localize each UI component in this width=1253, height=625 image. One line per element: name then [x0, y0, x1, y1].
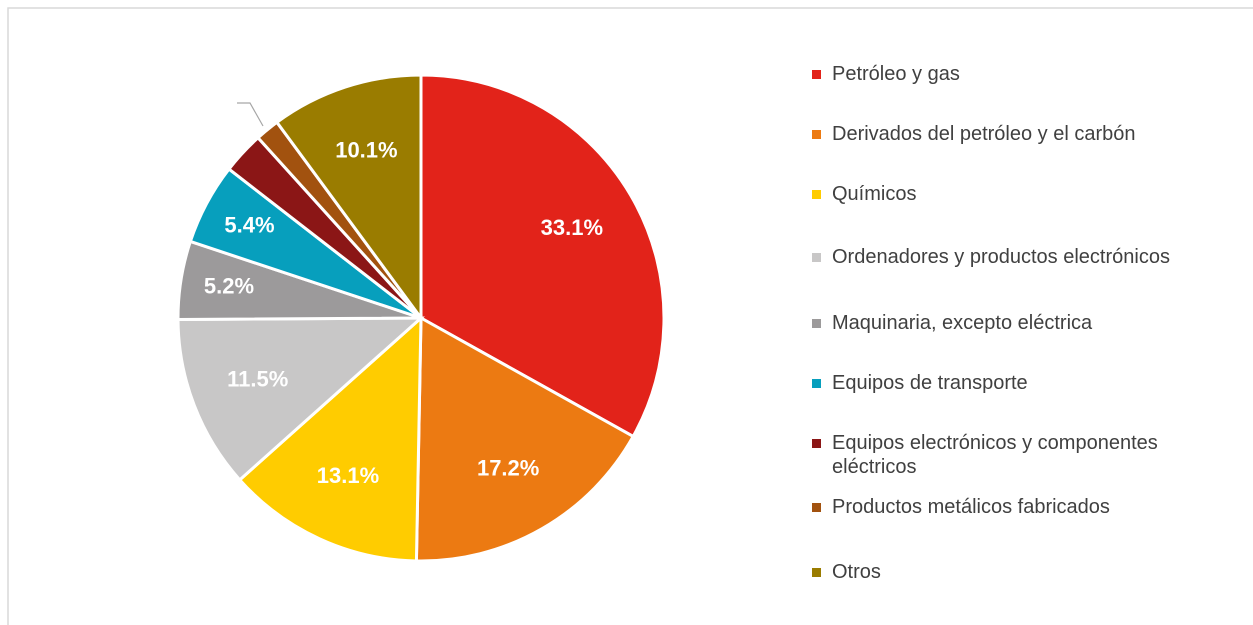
legend-item: Ordenadores y productos electrónicos [812, 245, 1242, 269]
legend-label: Ordenadores y productos electrónicos [832, 246, 1170, 268]
data-label: 5.2% [204, 273, 254, 298]
legend-label: Derivados del petróleo y el carbón [832, 123, 1136, 145]
pie-slice [274, 73, 423, 323]
legend-label: Químicos [832, 183, 917, 205]
data-label: 13.1% [317, 463, 379, 488]
legend-item: Petróleo y gas [812, 62, 1242, 86]
legend-item: Otros [812, 560, 1242, 584]
legend-item: Maquinaria, excepto eléctrica [812, 311, 1242, 335]
pie-slice [414, 315, 636, 563]
pie-slice [237, 314, 423, 563]
frame [7, 7, 1253, 625]
legend-swatch [812, 439, 821, 448]
legend-label: Equipos electrónicos y componentes eléct… [832, 432, 1158, 478]
legend-swatch [812, 70, 821, 79]
legend-swatch [812, 503, 821, 512]
legend-swatch [812, 253, 821, 262]
legend-label: Maquinaria, excepto eléctrica [832, 312, 1093, 334]
leader-line [237, 102, 264, 127]
data-label: 5.4% [224, 212, 274, 237]
legend-swatch [812, 190, 821, 199]
data-label: 10.1% [335, 138, 397, 163]
legend-swatch [812, 379, 821, 388]
data-label: 33.1% [541, 215, 603, 240]
pie-slice [419, 73, 666, 439]
legend-label: Equipos de transporte [832, 372, 1028, 394]
legend-item: Equipos electrónicos y componentes eléct… [812, 431, 1242, 479]
legend-item: Químicos [812, 182, 1242, 206]
pie-slice [176, 316, 425, 482]
legend-swatch [812, 130, 821, 139]
legend-swatch [812, 568, 821, 577]
legend-label: Productos metálicos fabricados [832, 496, 1110, 518]
legend-label: Petróleo y gas [832, 63, 960, 85]
legend-item: Productos metálicos fabricados [812, 495, 1242, 519]
pie: 33.1% 17.2% 13.1% 11.5% 5.2% 5.4% 10.1% [176, 73, 666, 563]
legend-item: Equipos de transporte [812, 371, 1242, 395]
data-label: 11.5% [227, 367, 288, 392]
legend-item: Derivados del petróleo y el carbón [812, 122, 1242, 146]
data-label: 17.2% [477, 456, 539, 481]
legend-swatch [812, 319, 821, 328]
legend-label: Otros [832, 561, 881, 583]
